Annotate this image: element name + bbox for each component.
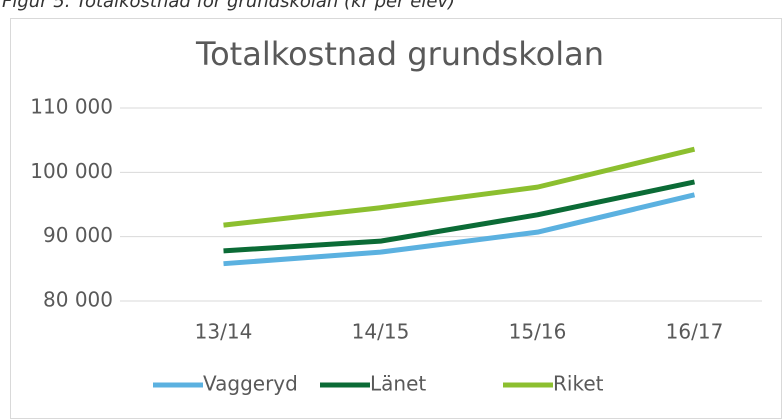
y-tick-label: 110 000 — [30, 95, 113, 119]
y-tick-label: 80 000 — [43, 288, 113, 312]
x-tick-label: 14/15 — [352, 320, 410, 344]
x-tick-label: 13/14 — [195, 320, 253, 344]
legend-label: Länet — [370, 372, 426, 396]
y-tick-label: 100 000 — [30, 159, 113, 183]
chart-title: Totalkostnad grundskolan — [195, 35, 604, 73]
series-line — [223, 146, 696, 228]
legend-label: Riket — [553, 372, 604, 396]
legend-label: Vaggeryd — [203, 372, 298, 396]
x-tick-label: 16/17 — [666, 320, 724, 344]
chart-border — [10, 18, 782, 419]
series-line — [223, 179, 696, 254]
y-tick-label: 90 000 — [43, 223, 113, 247]
series-line — [223, 192, 696, 267]
x-tick-label: 15/16 — [509, 320, 567, 344]
caption: Figur 5. Totalkostnad för grundskolan (k… — [2, 0, 455, 12]
